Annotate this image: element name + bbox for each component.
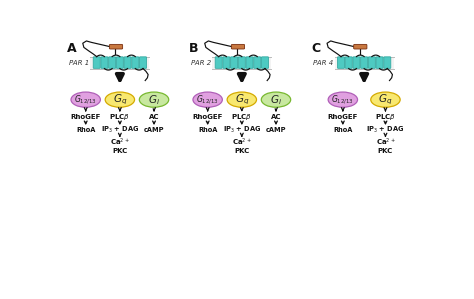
FancyBboxPatch shape — [124, 57, 131, 68]
FancyBboxPatch shape — [384, 57, 391, 68]
Text: cAMP: cAMP — [144, 127, 164, 133]
Text: PKC: PKC — [234, 148, 249, 154]
Text: Ca$^{2+}$: Ca$^{2+}$ — [110, 137, 130, 148]
FancyBboxPatch shape — [337, 57, 345, 68]
Text: PAR 4: PAR 4 — [313, 60, 334, 65]
Text: IP$_3$ + DAG: IP$_3$ + DAG — [223, 125, 261, 135]
Ellipse shape — [371, 92, 400, 107]
FancyBboxPatch shape — [361, 57, 368, 68]
Ellipse shape — [261, 92, 291, 107]
Ellipse shape — [328, 92, 357, 107]
Text: PAR 2: PAR 2 — [191, 60, 211, 65]
Text: $G_q$: $G_q$ — [378, 92, 392, 107]
FancyBboxPatch shape — [335, 57, 394, 68]
Text: $G_q$: $G_q$ — [235, 92, 249, 107]
Text: Ca$^{2+}$: Ca$^{2+}$ — [375, 137, 395, 148]
Text: A: A — [66, 42, 76, 55]
Text: PKC: PKC — [112, 148, 128, 154]
FancyBboxPatch shape — [223, 57, 230, 68]
Text: AC: AC — [271, 114, 281, 120]
FancyBboxPatch shape — [246, 57, 253, 68]
FancyBboxPatch shape — [109, 44, 123, 49]
Text: AC: AC — [149, 114, 159, 120]
Ellipse shape — [227, 92, 256, 107]
Text: RhoGEF: RhoGEF — [192, 114, 223, 120]
FancyBboxPatch shape — [345, 57, 352, 68]
FancyBboxPatch shape — [101, 57, 108, 68]
Text: $G_{12/13}$: $G_{12/13}$ — [331, 93, 354, 106]
Text: PLC$\beta$: PLC$\beta$ — [109, 112, 130, 122]
Text: PKC: PKC — [378, 148, 393, 154]
Text: RhoGEF: RhoGEF — [71, 114, 101, 120]
FancyBboxPatch shape — [254, 57, 261, 68]
FancyBboxPatch shape — [215, 57, 222, 68]
Text: IP$_3$ + DAG: IP$_3$ + DAG — [100, 125, 139, 135]
FancyBboxPatch shape — [376, 57, 383, 68]
Text: RhoA: RhoA — [76, 127, 95, 133]
Text: RhoGEF: RhoGEF — [328, 114, 358, 120]
Ellipse shape — [139, 92, 169, 107]
Text: PLC$\beta$: PLC$\beta$ — [231, 112, 252, 122]
Text: $G_{12/13}$: $G_{12/13}$ — [196, 93, 219, 106]
FancyBboxPatch shape — [93, 57, 100, 68]
FancyBboxPatch shape — [212, 57, 272, 68]
FancyBboxPatch shape — [132, 57, 139, 68]
Text: $G_{12/13}$: $G_{12/13}$ — [74, 93, 97, 106]
FancyBboxPatch shape — [139, 57, 146, 68]
FancyBboxPatch shape — [353, 57, 360, 68]
Text: PAR 1: PAR 1 — [69, 60, 89, 65]
FancyBboxPatch shape — [117, 57, 123, 68]
Text: $G_i$: $G_i$ — [270, 93, 282, 106]
Text: cAMP: cAMP — [266, 127, 286, 133]
Text: $G_i$: $G_i$ — [148, 93, 160, 106]
FancyBboxPatch shape — [109, 57, 116, 68]
Ellipse shape — [105, 92, 135, 107]
FancyBboxPatch shape — [90, 57, 149, 68]
FancyBboxPatch shape — [231, 44, 245, 49]
FancyBboxPatch shape — [262, 57, 268, 68]
Text: Ca$^{2+}$: Ca$^{2+}$ — [232, 137, 252, 148]
Ellipse shape — [193, 92, 222, 107]
Text: IP$_3$ + DAG: IP$_3$ + DAG — [366, 125, 405, 135]
Ellipse shape — [71, 92, 100, 107]
Text: B: B — [189, 42, 198, 55]
FancyBboxPatch shape — [238, 57, 246, 68]
Text: C: C — [311, 42, 320, 55]
FancyBboxPatch shape — [368, 57, 375, 68]
Text: $G_q$: $G_q$ — [113, 92, 127, 107]
Text: RhoA: RhoA — [198, 127, 218, 133]
Text: RhoA: RhoA — [333, 127, 353, 133]
FancyBboxPatch shape — [354, 44, 367, 49]
Text: PLC$\beta$: PLC$\beta$ — [375, 112, 396, 122]
FancyBboxPatch shape — [231, 57, 237, 68]
